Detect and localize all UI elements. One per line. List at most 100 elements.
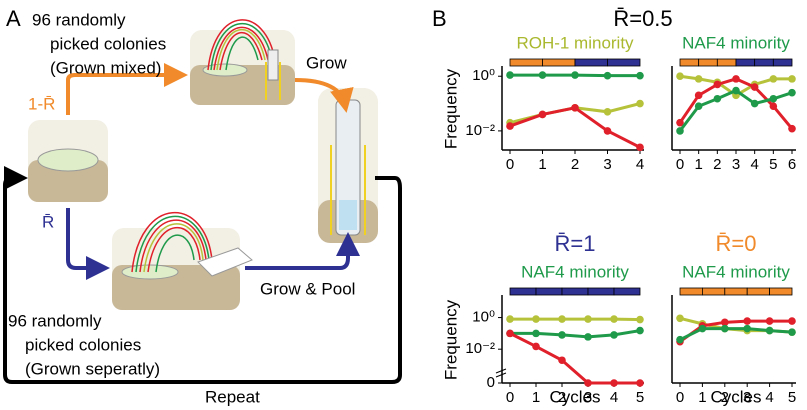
data-point xyxy=(788,328,796,336)
data-point xyxy=(506,315,514,323)
chart-title: NAF4 minority xyxy=(682,33,790,52)
diagram-label: (Grown mixed) xyxy=(50,58,161,77)
regime-segment xyxy=(724,287,748,296)
data-point xyxy=(538,110,547,119)
x-tick-label: 4 xyxy=(750,156,758,173)
data-point xyxy=(636,379,644,387)
data-point xyxy=(721,324,729,333)
data-point xyxy=(532,329,540,338)
x-tick-label: 5 xyxy=(788,389,796,406)
x-tick-label: 2 xyxy=(721,389,729,406)
x-tick-label: 0 xyxy=(676,389,684,406)
diagram-label: 96 randomly xyxy=(8,311,102,330)
data-point xyxy=(584,333,592,341)
data-point xyxy=(506,329,514,338)
x-tick-label: 5 xyxy=(769,156,777,173)
data-point xyxy=(532,342,540,351)
diagram-label: picked colonies xyxy=(50,34,166,53)
regime-segment xyxy=(535,287,563,296)
chart-header: R̄=0 xyxy=(716,231,757,256)
x-tick-label: 4 xyxy=(610,389,618,406)
regime-segment xyxy=(769,287,793,296)
data-point xyxy=(571,71,579,79)
x-tick-label: 1 xyxy=(538,156,546,173)
data-point xyxy=(636,71,644,80)
data-point xyxy=(676,118,684,127)
data-point xyxy=(743,317,751,325)
y-axis-label: Frequency xyxy=(441,299,460,380)
data-point xyxy=(603,127,612,135)
data-point xyxy=(558,356,566,365)
x-tick-label: 3 xyxy=(603,156,611,173)
regime-segment xyxy=(613,287,641,296)
data-point xyxy=(721,318,729,327)
x-tick-label: 2 xyxy=(558,389,566,406)
panel-title: R̄=0.5 xyxy=(613,6,672,31)
x-tick-label: 1 xyxy=(698,389,706,406)
data-point xyxy=(769,75,778,83)
data-point xyxy=(532,315,540,323)
data-point xyxy=(506,122,514,130)
x-tick-label: 1 xyxy=(532,389,540,406)
data-point xyxy=(788,88,796,97)
data-point xyxy=(788,317,796,325)
data-point xyxy=(636,143,644,152)
data-point xyxy=(636,315,644,324)
data-point xyxy=(584,315,592,323)
data-point xyxy=(788,75,796,83)
x-axis-label: Cycles xyxy=(549,387,600,406)
data-point xyxy=(636,326,644,335)
regime-segment xyxy=(754,58,774,67)
chart-title: NAF4 minority xyxy=(682,262,790,281)
x-tick-label: 0 xyxy=(676,156,684,173)
data-point xyxy=(676,335,684,344)
data-point xyxy=(584,379,592,387)
data-point xyxy=(732,75,740,83)
y-tick-label: 10⁻² xyxy=(465,122,495,139)
axis-break xyxy=(495,368,507,378)
data-point xyxy=(769,94,778,103)
data-point xyxy=(610,331,618,339)
x-tick-label: 2 xyxy=(571,156,579,173)
x-tick-label: 1 xyxy=(694,156,702,173)
data-point xyxy=(676,127,684,135)
chart-header: R̄=1 xyxy=(555,231,596,256)
regime-segment xyxy=(587,287,615,296)
x-axis-label: Cycles xyxy=(710,387,761,406)
data-point xyxy=(676,72,684,81)
data-point xyxy=(750,83,759,91)
regime-segment xyxy=(679,58,700,67)
y-tick-label: 0 xyxy=(487,374,495,391)
x-tick-label: 3 xyxy=(584,389,592,406)
series-line xyxy=(509,332,640,385)
panel-a-drawing xyxy=(3,19,402,384)
regime-segment xyxy=(542,58,576,67)
data-point xyxy=(765,317,774,325)
regime-segment xyxy=(698,58,718,67)
data-point xyxy=(743,324,751,333)
regime-segment xyxy=(509,58,543,67)
x-tick-label: 4 xyxy=(765,389,773,406)
x-tick-label: 0 xyxy=(506,156,514,173)
x-tick-label: 6 xyxy=(788,156,796,173)
data-point xyxy=(603,71,612,80)
diagram-label: R̄ xyxy=(42,212,54,231)
diagram-label: (Grown seperatly) xyxy=(25,359,160,378)
data-point xyxy=(698,324,707,333)
regime-segment xyxy=(746,287,771,296)
regime-segment xyxy=(574,58,608,67)
data-point xyxy=(750,99,759,108)
diagram-label: picked colonies xyxy=(25,335,141,354)
data-point xyxy=(713,94,722,103)
data-point xyxy=(506,71,514,79)
y-axis-label: Frequency xyxy=(441,68,460,149)
panel-label: B xyxy=(432,6,447,31)
regime-segment xyxy=(509,287,537,296)
series-line xyxy=(509,106,641,149)
regime-segment xyxy=(679,287,703,296)
data-point xyxy=(603,107,612,116)
data-point xyxy=(571,103,579,112)
regime-segment xyxy=(772,58,793,67)
data-point xyxy=(694,75,703,83)
